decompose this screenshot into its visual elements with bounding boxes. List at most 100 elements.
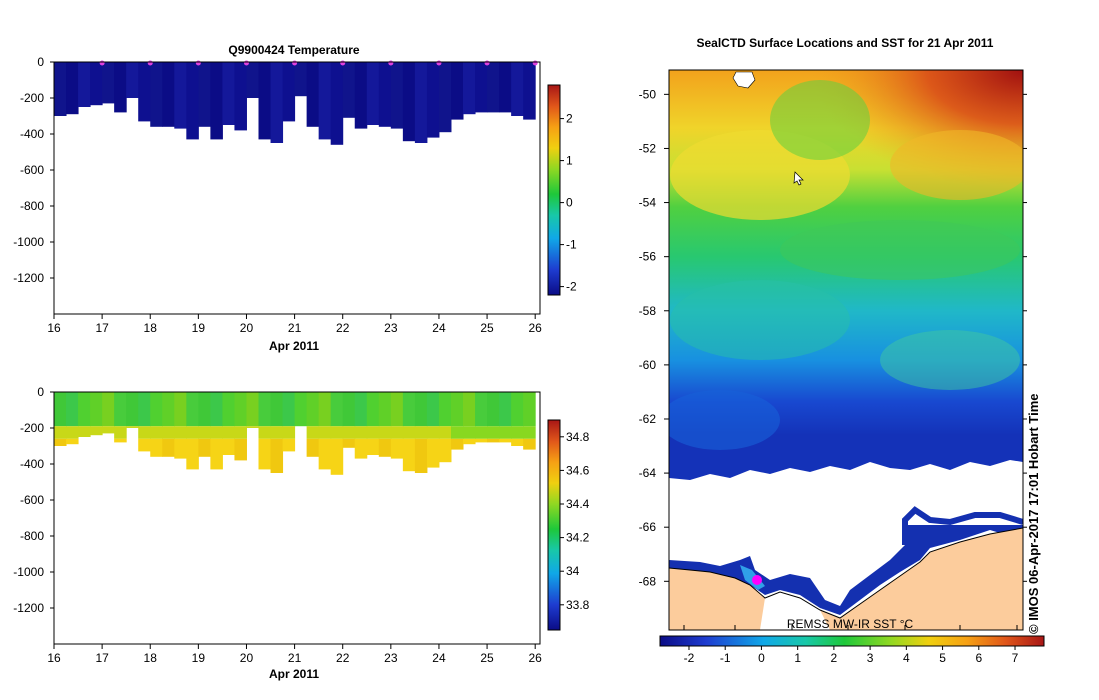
latitude-tick-label: -54 (639, 196, 657, 210)
salinity-profile-cell (198, 426, 211, 439)
temperature-profile-cell (499, 62, 512, 113)
salinity-profile-cell (282, 426, 296, 439)
salinity-profile-cell (234, 392, 247, 427)
sst-colorbar (659, 635, 1045, 647)
x-tick-label: 23 (384, 321, 398, 335)
salinity-profile-cell (390, 438, 404, 459)
salinity-profile-cell (330, 392, 344, 427)
salinity-profile-cell (499, 426, 512, 439)
salinity-profile-cell (114, 392, 127, 427)
profile-surface-marker (292, 60, 298, 66)
temperature-profile-cell (270, 62, 284, 143)
salinity-profile-cell (366, 438, 380, 455)
salinity-profile-cell (138, 426, 151, 439)
imos-credit-text: © IMOS 06-Apr-2017 17:01 Hobart Time (1026, 393, 1041, 634)
sst-field (669, 70, 1023, 630)
salinity-profile-cell (378, 392, 392, 427)
temperature-profile-cell (378, 62, 392, 127)
salinity-profile-cell (210, 392, 223, 427)
profile-surface-marker (436, 60, 442, 66)
temperature-profile-cell (342, 62, 356, 118)
colorbar-tick-label: 33.8 (566, 598, 590, 612)
x-tick-label: 23 (384, 651, 398, 665)
sst-map-frame (668, 69, 1024, 631)
salinity-profile-cell (186, 426, 199, 439)
salinity-profile-cell (330, 438, 344, 475)
salinity-profile-cell (234, 438, 247, 461)
salinity-profile-cell (402, 392, 416, 427)
y-tick-label: -1000 (13, 565, 44, 579)
profile-surface-marker (340, 60, 346, 66)
temperature-profile-cell (330, 62, 344, 145)
colorbar-c-tick-label: 7 (1012, 651, 1019, 665)
salinity-profile-cell (174, 392, 187, 427)
temperature-profile-cell (114, 62, 127, 113)
salinity-profile-cell (138, 392, 151, 427)
temperature-profile-cell (402, 62, 416, 142)
salinity-profile-cell (354, 392, 368, 427)
temperature-profile-cell (174, 62, 187, 129)
temperature-profile-cell (511, 62, 524, 116)
y-tick-label: -400 (20, 127, 44, 141)
salinity-profile-cell (90, 392, 103, 427)
salinity-profile-cell (318, 392, 332, 427)
temperature-profile-cell (390, 62, 404, 129)
salinity-profile-cell (78, 392, 91, 427)
colorbar-tick-label: -1 (566, 238, 577, 252)
salinity-profile-cell (258, 426, 272, 439)
salinity-profile-cell (475, 438, 488, 443)
latitude-tick-label: -58 (639, 304, 657, 318)
salinity-profile-cell (354, 438, 368, 459)
temperature-profile-cell (210, 62, 223, 140)
colorbar-c-tick-label: 2 (831, 651, 838, 665)
salinity-profile-cell (150, 438, 163, 457)
salinity-profile-cell (402, 438, 416, 472)
sst-map-panel: SealCTD Surface Locations and SST for 21… (639, 36, 1045, 665)
salinity-profile-cell (234, 426, 247, 439)
colorbar-c-tick-label: 4 (903, 651, 910, 665)
x-tick-label: 26 (529, 321, 543, 335)
salinity-profile-cell (66, 392, 79, 427)
salinity-profile-cell (126, 426, 139, 428)
sst-data-source-label: REMSS MW-IR SST °C (787, 617, 914, 631)
salinity-profile-cell (66, 426, 79, 439)
salinity-profile-cell (114, 438, 127, 443)
salinity-profile-cell (390, 426, 404, 439)
x-tick-label: 17 (95, 321, 109, 335)
x-tick-label: 20 (240, 651, 254, 665)
x-tick-label: 16 (47, 321, 61, 335)
temperature-profile-cell (186, 62, 199, 140)
temperature-profile-cell (463, 62, 476, 115)
temperature-profile-cell (222, 62, 235, 125)
salinity-profile-cell (487, 426, 500, 439)
salinity-profile-cell (210, 426, 223, 439)
salinity-x-ticks: 16 17 18 19 20 21 22 23 24 25 26 (47, 644, 542, 665)
salinity-y-tick-labels: 0 -200 -400 -600 -800 -1000 -1200 (13, 385, 54, 615)
salinity-profile-cell (246, 392, 260, 427)
colorbar-c-tick-label: 6 (975, 651, 982, 665)
salinity-profile-cell (523, 438, 536, 450)
colorbar-tick-label: 34.8 (566, 430, 590, 444)
temperature-profile-cell (438, 62, 452, 133)
colorbar-c-tick-label: 1 (794, 651, 801, 665)
temperature-profile-cell (318, 62, 332, 140)
y-tick-label: -200 (20, 421, 44, 435)
salinity-profile-cell (186, 438, 199, 470)
x-tick-label: 25 (480, 321, 494, 335)
latitude-tick-label: -60 (639, 358, 657, 372)
salinity-profile-cell (54, 438, 67, 446)
salinity-profile-cell (463, 392, 476, 427)
salinity-profile-cell (270, 438, 284, 473)
salinity-profile-cell (450, 426, 464, 439)
colorbar-tick-label: 34.2 (566, 531, 590, 545)
y-tick-label: -400 (20, 457, 44, 471)
salinity-profile-cell (487, 438, 500, 443)
temperature-profile-cell (150, 62, 163, 127)
temperature-profile-cell (523, 62, 536, 120)
salinity-profile-cell (162, 438, 175, 457)
x-tick-label: 20 (240, 321, 254, 335)
salinity-profile-cell (114, 426, 127, 439)
temperature-panel-title: Q9900424 Temperature (228, 43, 360, 57)
salinity-profile-cell (450, 392, 464, 427)
